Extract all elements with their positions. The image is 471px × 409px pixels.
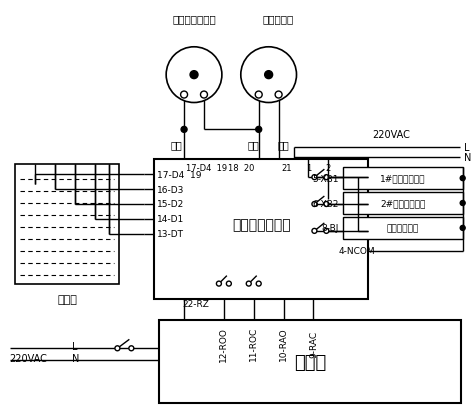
Circle shape: [324, 175, 329, 180]
Circle shape: [166, 48, 222, 103]
Bar: [154, 160, 368, 299]
Bar: [15, 165, 120, 284]
Circle shape: [460, 201, 465, 206]
Text: 2: 2: [326, 163, 331, 172]
Text: L: L: [72, 342, 77, 351]
Circle shape: [227, 281, 231, 286]
Text: 燃烧机: 燃烧机: [294, 353, 326, 371]
Circle shape: [246, 281, 251, 286]
Text: 1#泵交流接触器: 1#泵交流接触器: [380, 174, 426, 183]
Circle shape: [190, 72, 198, 79]
Bar: [343, 168, 463, 190]
Bar: [343, 193, 463, 214]
Circle shape: [129, 346, 134, 351]
Text: 6-XB2: 6-XB2: [312, 199, 338, 208]
Text: 超限: 超限: [278, 140, 290, 150]
Text: 220VAC: 220VAC: [9, 353, 47, 363]
Circle shape: [115, 346, 120, 351]
Circle shape: [312, 175, 317, 180]
Text: 17-D4  19: 17-D4 19: [157, 170, 202, 179]
Text: N: N: [463, 153, 471, 163]
Text: L: L: [463, 143, 469, 153]
Text: 自动启停炉压力: 自动启停炉压力: [172, 14, 216, 24]
Circle shape: [216, 281, 221, 286]
Text: 下限: 下限: [170, 140, 182, 150]
Circle shape: [312, 202, 317, 207]
Circle shape: [241, 48, 297, 103]
Text: 2#泵交流接触器: 2#泵交流接触器: [380, 199, 426, 208]
Text: 14-D1: 14-D1: [157, 215, 185, 224]
Circle shape: [201, 92, 207, 99]
Circle shape: [255, 92, 262, 99]
Text: N: N: [72, 353, 79, 363]
Text: 220VAC: 220VAC: [372, 130, 410, 140]
Text: 上限: 上限: [248, 140, 260, 150]
Text: 8-BJ: 8-BJ: [321, 224, 338, 233]
Circle shape: [256, 127, 262, 133]
Text: 22-RZ: 22-RZ: [182, 299, 209, 308]
Text: 蒸汽锅炉控制器: 蒸汽锅炉控制器: [232, 217, 291, 231]
Circle shape: [181, 127, 187, 133]
Circle shape: [312, 229, 317, 234]
Text: 1: 1: [306, 163, 311, 172]
Text: 电极筒: 电极筒: [57, 294, 77, 304]
Text: 超限压力表: 超限压力表: [263, 14, 294, 24]
Text: 10-RAO: 10-RAO: [279, 327, 288, 360]
Text: 外部报警设备: 外部报警设备: [387, 224, 419, 233]
Text: 18  20: 18 20: [227, 163, 254, 172]
Bar: [343, 218, 463, 239]
Circle shape: [275, 92, 282, 99]
Text: 13-DT: 13-DT: [157, 230, 184, 239]
Bar: [159, 321, 461, 403]
Text: 16-D3: 16-D3: [157, 185, 185, 194]
Circle shape: [180, 92, 187, 99]
Circle shape: [324, 202, 329, 207]
Text: 4-NCOM: 4-NCOM: [338, 247, 375, 256]
Circle shape: [265, 72, 273, 79]
Circle shape: [460, 226, 465, 231]
Text: 9-RAC: 9-RAC: [309, 330, 318, 357]
Text: 15-D2: 15-D2: [157, 200, 185, 209]
Text: 11-ROC: 11-ROC: [249, 326, 258, 361]
Text: 5-XB1: 5-XB1: [312, 174, 338, 183]
Text: 21: 21: [281, 163, 292, 172]
Circle shape: [256, 281, 261, 286]
Text: 12-ROO: 12-ROO: [219, 326, 228, 361]
Circle shape: [324, 229, 329, 234]
Text: 17-D4  19: 17-D4 19: [186, 163, 227, 172]
Circle shape: [460, 176, 465, 181]
